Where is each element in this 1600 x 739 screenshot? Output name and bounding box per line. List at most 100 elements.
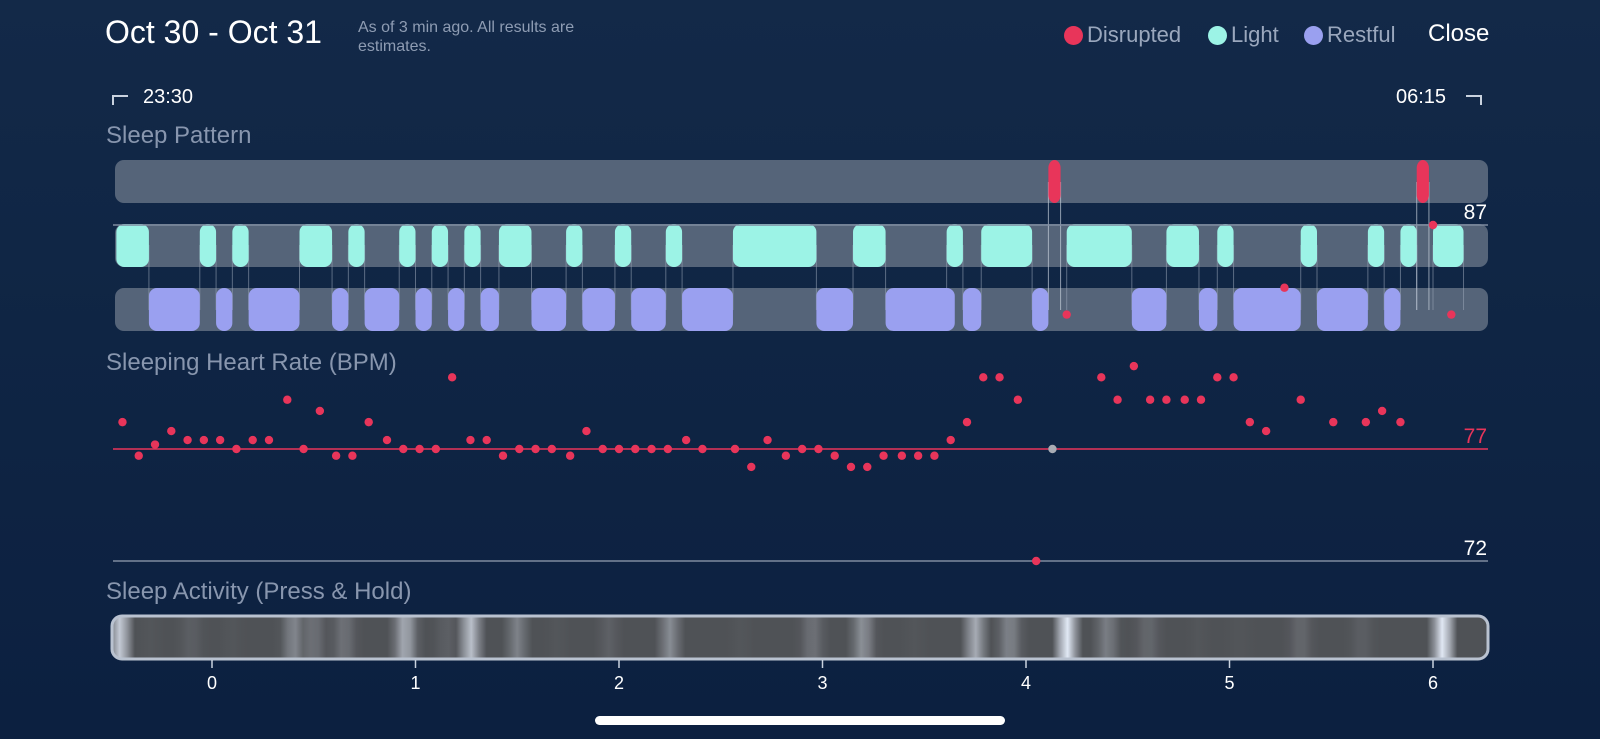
restful-segment xyxy=(885,288,955,331)
sleep-activity-chart[interactable]: 0 1 2 3 4 5 6 xyxy=(110,614,1490,693)
sleep-pattern-chart[interactable] xyxy=(115,160,1488,331)
heart-rate-point xyxy=(879,451,888,460)
restful-segment xyxy=(364,288,400,331)
heart-rate-point xyxy=(1031,556,1041,566)
max-value-label: 87 xyxy=(1464,201,1487,224)
heart-rate-point xyxy=(663,444,673,454)
x-tick-label: 4 xyxy=(1021,673,1031,693)
heart-rate-point xyxy=(681,435,691,445)
heart-rate-point xyxy=(1261,426,1271,436)
restful-segment xyxy=(448,288,465,331)
restful-segment xyxy=(1233,288,1301,331)
restful-segment xyxy=(816,288,854,331)
sleep-activity-title: Sleep Activity (Press & Hold) xyxy=(106,578,412,605)
light-segment xyxy=(981,224,1033,267)
heart-rate-point xyxy=(331,451,341,460)
light-segment xyxy=(1217,224,1234,267)
light-segment xyxy=(1166,224,1199,267)
heart-rate-point xyxy=(614,444,624,454)
heart-rate-point xyxy=(1280,283,1289,292)
heart-rate-point xyxy=(730,444,740,454)
restful-segment xyxy=(1384,288,1401,331)
heart-rate-point xyxy=(1329,417,1338,427)
end-time: 06:15 xyxy=(1396,86,1447,108)
heart-rate-point xyxy=(482,435,491,445)
heart-rate-point xyxy=(930,451,939,460)
heart-rate-point xyxy=(299,444,308,454)
restful-segment xyxy=(1317,288,1368,331)
light-segment xyxy=(946,224,963,267)
restful-segment xyxy=(248,288,300,331)
heart-rate-point xyxy=(150,440,160,449)
heart-rate-point xyxy=(382,435,392,445)
heart-rate-point xyxy=(598,444,607,454)
date-range-title: Oct 30 - Oct 31 xyxy=(105,14,322,50)
legend-disrupted: Disrupted xyxy=(1064,22,1181,48)
heart-rate-point xyxy=(763,435,772,445)
heart-rate-point xyxy=(399,444,408,454)
heart-rate-point xyxy=(1097,373,1106,382)
disrupted-segment xyxy=(1048,160,1061,203)
heart-rate-point xyxy=(167,426,176,436)
start-time: 23:30 xyxy=(143,86,194,108)
light-dot-icon xyxy=(1208,25,1227,45)
heart-rate-point xyxy=(863,462,872,472)
home-indicator[interactable] xyxy=(595,716,1005,725)
heart-rate-point xyxy=(1013,395,1023,404)
heart-rate-point xyxy=(118,417,127,427)
x-tick-label: 3 xyxy=(817,673,827,693)
min-value-label: 72 xyxy=(1464,537,1487,560)
heart-rate-point xyxy=(1377,406,1387,416)
heart-rate-point xyxy=(1129,361,1139,371)
x-tick-label: 0 xyxy=(207,673,217,693)
heart-rate-point xyxy=(348,451,357,460)
x-tick-label: 5 xyxy=(1224,673,1234,693)
x-tick-label: 6 xyxy=(1428,673,1438,693)
heart-rate-point xyxy=(1361,417,1371,427)
light-segment xyxy=(498,224,532,267)
start-bracket-icon xyxy=(112,95,128,105)
restful-segment xyxy=(415,288,432,331)
heart-rate-point xyxy=(1245,417,1255,427)
light-segment xyxy=(614,224,632,267)
restful-segment xyxy=(1032,288,1049,331)
heart-rate-point xyxy=(797,444,807,454)
disrupted-track xyxy=(115,160,1488,203)
heart-rate-point xyxy=(1396,417,1405,427)
heart-rate-point xyxy=(315,406,325,416)
heart-rate-point xyxy=(647,444,656,454)
restful-segment xyxy=(1198,288,1218,331)
heart-rate-point xyxy=(846,462,856,472)
heart-rate-point xyxy=(199,435,209,445)
heart-rate-point xyxy=(1196,395,1206,404)
heart-rate-point xyxy=(962,417,972,427)
heart-rate-chart[interactable]: 87 77 72 xyxy=(113,201,1488,566)
heart-rate-point xyxy=(1048,444,1057,454)
light-segment xyxy=(431,224,449,267)
heart-rate-point xyxy=(1296,395,1305,404)
restful-segment xyxy=(1131,288,1167,331)
heart-rate-point xyxy=(897,451,907,460)
heart-rate-point xyxy=(283,395,292,404)
light-segment xyxy=(116,224,149,267)
heart-rate-point xyxy=(1162,395,1171,404)
close-button[interactable]: Close xyxy=(1428,20,1490,47)
heart-rate-point xyxy=(183,435,192,445)
end-bracket-icon xyxy=(1466,95,1482,105)
heart-rate-point xyxy=(498,451,508,460)
heart-rate-point xyxy=(215,435,225,445)
x-tick-label: 2 xyxy=(614,673,624,693)
heart-rate-point xyxy=(698,444,707,454)
heart-rate-point xyxy=(466,435,475,445)
light-segment xyxy=(1066,224,1132,267)
legend-light: Light xyxy=(1208,22,1279,48)
restful-segment xyxy=(582,288,615,331)
heart-rate-point xyxy=(232,444,241,454)
average-value-label: 77 xyxy=(1464,425,1487,448)
light-segment xyxy=(1400,224,1417,267)
heart-rate-point xyxy=(830,451,839,460)
legend-restful: Restful xyxy=(1304,22,1395,48)
restful-segment xyxy=(332,288,349,331)
heart-rate-title: Sleeping Heart Rate (BPM) xyxy=(106,349,397,376)
